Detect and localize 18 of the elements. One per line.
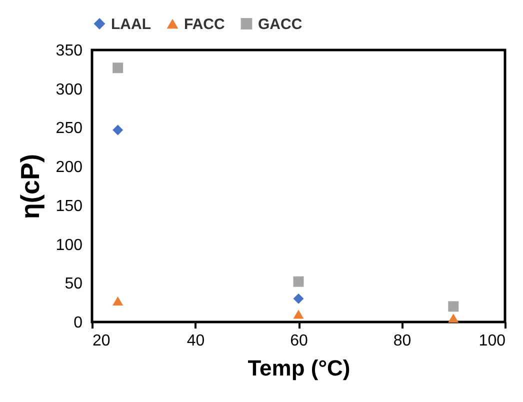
y-tick-label: 100 bbox=[56, 236, 83, 254]
y-axis-title: η(cP) bbox=[14, 154, 45, 219]
x-tick-label: 100 bbox=[478, 332, 506, 350]
legend-label: GACC bbox=[258, 16, 302, 33]
y-tick-label: 150 bbox=[56, 198, 83, 215]
y-tick-label: 250 bbox=[56, 120, 83, 138]
y-tick-label: 350 bbox=[56, 42, 83, 60]
y-tick-label: 50 bbox=[64, 276, 83, 293]
x-axis-title: Temp (°C) bbox=[248, 356, 350, 380]
x-tick-label: 20 bbox=[92, 332, 110, 350]
y-tick-label: 200 bbox=[56, 159, 83, 176]
legend-label: LAAL bbox=[111, 16, 151, 33]
x-tick-label: 80 bbox=[393, 332, 412, 350]
y-tick-label: 300 bbox=[56, 81, 83, 98]
x-tick-label: 40 bbox=[186, 332, 205, 350]
x-tick-label: 60 bbox=[290, 332, 308, 350]
y-tick-label: 0 bbox=[74, 314, 83, 332]
legend-label: FACC bbox=[184, 16, 225, 33]
